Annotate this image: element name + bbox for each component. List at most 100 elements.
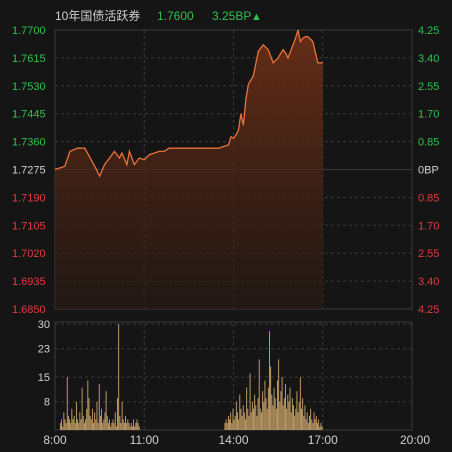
time-tick: 20:00 <box>400 433 430 447</box>
y-tick-right: 0BP <box>418 165 439 177</box>
volume-bar <box>130 422 132 430</box>
volume-bar <box>247 408 249 430</box>
change-bp: 3.25BP <box>212 9 251 23</box>
volume-bar <box>256 415 258 430</box>
volume-bar <box>288 401 290 430</box>
volume-bar <box>267 387 269 430</box>
volume-bar <box>312 422 314 430</box>
volume-bar <box>305 419 307 430</box>
volume-bar <box>275 408 277 430</box>
volume-bar <box>315 415 317 430</box>
volume-bar <box>314 419 316 430</box>
time-tick: 17:00 <box>308 433 338 447</box>
volume-bar <box>65 422 67 430</box>
volume-bar <box>94 412 96 430</box>
volume-bar <box>274 398 276 430</box>
y-tick-left: 1.7615 <box>12 53 46 65</box>
volume-bar <box>70 422 72 430</box>
volume-bar <box>109 419 110 430</box>
volume-bar <box>309 415 310 430</box>
price-line <box>54 29 323 178</box>
volume-bar <box>102 422 104 430</box>
volume-bar <box>293 405 294 430</box>
volume-bar <box>243 412 245 430</box>
volume-bar <box>98 384 100 430</box>
y-tick-right: 3.40 <box>418 276 439 288</box>
volume-bar <box>119 415 121 430</box>
volume-bar <box>282 405 284 430</box>
y-tick-left: 1.7275 <box>12 165 46 177</box>
volume-bar <box>234 415 236 430</box>
volume-bar <box>121 401 123 430</box>
volume-bar <box>311 419 313 430</box>
volume-bar <box>131 426 133 430</box>
volume-bar <box>310 408 312 430</box>
volume-bar <box>269 331 270 430</box>
volume-bar <box>79 412 81 430</box>
y-tick-right: 0.85 <box>418 137 439 149</box>
volume-bar <box>118 324 120 430</box>
volume-bar <box>96 401 98 430</box>
volume-bar <box>319 426 321 430</box>
volume-bar <box>273 387 275 430</box>
volume-bar <box>248 415 250 430</box>
y-tick-left: 1.7105 <box>12 220 46 232</box>
volume-bar <box>261 412 262 430</box>
volume-bar <box>265 398 267 430</box>
y-tick-left: 1.6850 <box>12 304 46 316</box>
volume-bar <box>62 426 64 430</box>
volume-bar <box>286 408 288 430</box>
price-area-fill <box>55 30 323 309</box>
volume-bar <box>281 377 283 430</box>
volume-y-tick: 15 <box>38 372 50 384</box>
y-tick-left: 1.7700 <box>12 25 46 37</box>
volume-bar <box>87 380 89 430</box>
volume-bar <box>93 422 94 430</box>
time-axis: 8:00 11:00 14:00 17:00 20:00 <box>43 433 430 447</box>
volume-bar <box>306 412 308 430</box>
volume-frame <box>54 321 413 431</box>
volume-bar <box>229 419 230 430</box>
y-tick-right: 2.55 <box>418 81 439 93</box>
volume-bar <box>231 422 233 430</box>
volume-bar <box>313 412 315 430</box>
volume-bar <box>289 387 291 430</box>
volume-bar <box>113 422 115 430</box>
y-tick-left: 1.7190 <box>12 192 46 204</box>
volume-bar <box>296 391 298 430</box>
volume-bar <box>241 415 243 430</box>
y-tick-left: 1.7445 <box>12 109 46 121</box>
volume-bar <box>134 426 136 430</box>
volume-bar <box>123 422 125 430</box>
volume-bar <box>104 412 106 430</box>
y-tick-right: 1.70 <box>418 220 439 232</box>
volume-bar <box>294 415 296 430</box>
volume-grid <box>54 321 413 431</box>
time-tick: 14:00 <box>218 433 248 447</box>
y-tick-left: 1.7530 <box>12 81 46 93</box>
last-price: 1.7600 <box>157 9 194 23</box>
y-tick-right: 1.70 <box>418 109 439 121</box>
volume-bar <box>287 394 289 430</box>
volume-bar <box>128 422 130 430</box>
volume-bar <box>272 405 274 430</box>
volume-bar <box>111 422 113 430</box>
volume-bar <box>77 419 79 430</box>
volume-bar <box>295 408 297 430</box>
volume-bar <box>240 408 242 430</box>
volume-bar <box>299 377 301 430</box>
volume-bar <box>237 412 238 430</box>
volume-bar <box>90 419 92 430</box>
volume-bar <box>129 426 131 430</box>
volume-bar <box>86 408 88 430</box>
volume-bar <box>105 391 107 430</box>
volume-y-axis: 30 23 15 8 <box>38 319 50 409</box>
instrument-title: 10年国债活跃券 <box>55 8 140 23</box>
volume-bar <box>285 384 286 430</box>
volume-bar <box>120 422 122 430</box>
volume-bar <box>66 377 68 430</box>
volume-bar <box>135 422 137 430</box>
volume-bar <box>291 398 293 430</box>
volume-bar <box>137 422 139 430</box>
